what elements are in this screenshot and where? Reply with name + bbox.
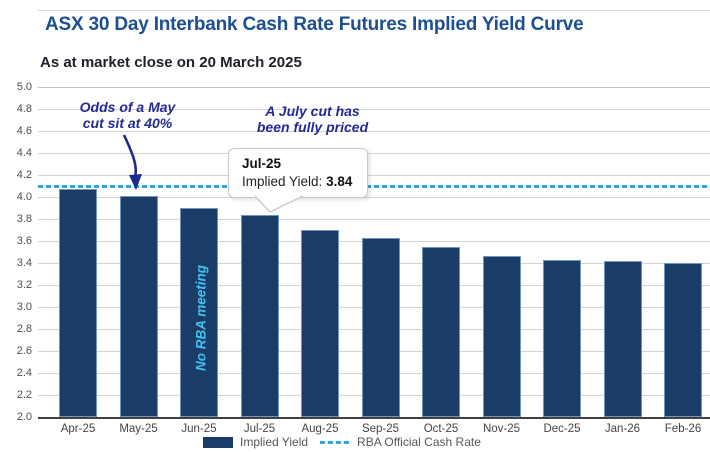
grid-line — [38, 130, 710, 132]
y-axis-label: 3.4 — [16, 257, 32, 269]
legend: Implied Yield RBA Official Cash Rate — [203, 435, 481, 449]
grid-line — [38, 218, 710, 220]
y-axis-label: 4.2 — [16, 169, 32, 181]
x-axis-label: Jan-26 — [604, 423, 641, 435]
y-axis-label: 4.0 — [16, 191, 32, 203]
chart-subtitle: As at market close on 20 March 2025 — [40, 54, 302, 71]
annotation-may-line2: cut sit at 40% — [82, 114, 173, 131]
y-axis-label: 4.6 — [16, 125, 32, 137]
bar-Jun-25[interactable] — [180, 208, 218, 417]
x-axis-label: Sep-25 — [361, 423, 400, 435]
x-axis-label: Oct-25 — [423, 423, 459, 435]
y-axis-label: 3.6 — [16, 235, 32, 247]
bar-Feb-26[interactable] — [664, 263, 702, 417]
legend-label-implied-yield: Implied Yield — [240, 435, 309, 449]
bar-Jan-26[interactable] — [603, 260, 642, 417]
grid-line — [38, 196, 710, 198]
annotation-arrow-icon — [122, 134, 142, 190]
x-axis-label: Jul-25 — [243, 423, 276, 435]
y-axis-label: 3.2 — [16, 279, 32, 291]
grid-line — [38, 86, 710, 88]
chart-title: ASX 30 Day Interbank Cash Rate Futures I… — [45, 14, 584, 35]
bar-May-25[interactable] — [119, 195, 158, 417]
x-axis-label: Apr-25 — [60, 423, 96, 435]
x-axis-label: Jun-25 — [181, 423, 217, 435]
y-axis-label: 2.0 — [16, 411, 32, 423]
no-rba-meeting-label: No RBA meeting — [193, 264, 209, 372]
annotation-july-line2: been fully priced — [256, 118, 369, 135]
x-axis-label: May-25 — [119, 423, 158, 435]
bar-Aug-25[interactable] — [301, 230, 339, 417]
grid-line — [38, 174, 710, 176]
x-axis-label: Feb-26 — [664, 423, 702, 435]
tooltip: Jul-25 Implied Yield: 3.84 — [228, 148, 368, 198]
tooltip-body: Implied Yield: 3.84 — [242, 174, 367, 189]
bar-Dec-25[interactable] — [543, 259, 581, 417]
legend-item-rba-rate[interactable]: RBA Official Cash Rate — [320, 435, 481, 449]
annotation-july-cut: A July cut has been fully priced — [230, 103, 395, 135]
tooltip-pointer-icon — [254, 195, 304, 213]
bar-Oct-25[interactable] — [422, 246, 460, 417]
y-axis-label: 4.8 — [16, 103, 32, 115]
y-axis-label: 5.0 — [16, 81, 32, 93]
annotation-may-cut: Odds of a May cut sit at 40% — [45, 99, 210, 131]
grid-line — [38, 108, 710, 110]
x-axis-label: Aug-25 — [301, 423, 339, 435]
tooltip-label: Implied Yield: — [242, 174, 323, 189]
y-axis-label: 2.6 — [16, 345, 32, 357]
x-axis-label: Dec-25 — [543, 423, 581, 435]
tooltip-value: 3.84 — [326, 174, 353, 189]
bar-Jul-25[interactable] — [240, 214, 279, 417]
top-divider — [38, 10, 710, 11]
bar-Apr-25[interactable] — [59, 189, 97, 417]
annotation-may-line1: Odds of a May — [79, 99, 176, 115]
y-axis-label: 2.4 — [16, 367, 32, 379]
y-axis-label: 2.2 — [16, 389, 32, 401]
x-axis-line — [38, 417, 710, 419]
rba-cash-rate-line — [38, 184, 710, 188]
y-axis-label: 3.8 — [16, 213, 32, 225]
bar-Sep-25[interactable] — [361, 237, 400, 417]
tooltip-title: Jul-25 — [242, 156, 282, 171]
legend-item-implied-yield[interactable]: Implied Yield — [203, 435, 308, 449]
y-axis-label: 4.4 — [16, 147, 32, 159]
x-axis-label: Nov-25 — [482, 423, 521, 435]
legend-label-rba-rate: RBA Official Cash Rate — [357, 435, 481, 449]
grid-line — [38, 152, 710, 154]
implied-yield-swatch-icon — [203, 436, 233, 448]
y-axis-label: 2.8 — [16, 323, 32, 335]
y-axis-label: 3.0 — [16, 301, 32, 313]
rba-rate-dash-icon — [320, 440, 351, 444]
bar-Nov-25[interactable] — [482, 256, 521, 417]
annotation-july-line1: A July cut has — [265, 103, 360, 119]
